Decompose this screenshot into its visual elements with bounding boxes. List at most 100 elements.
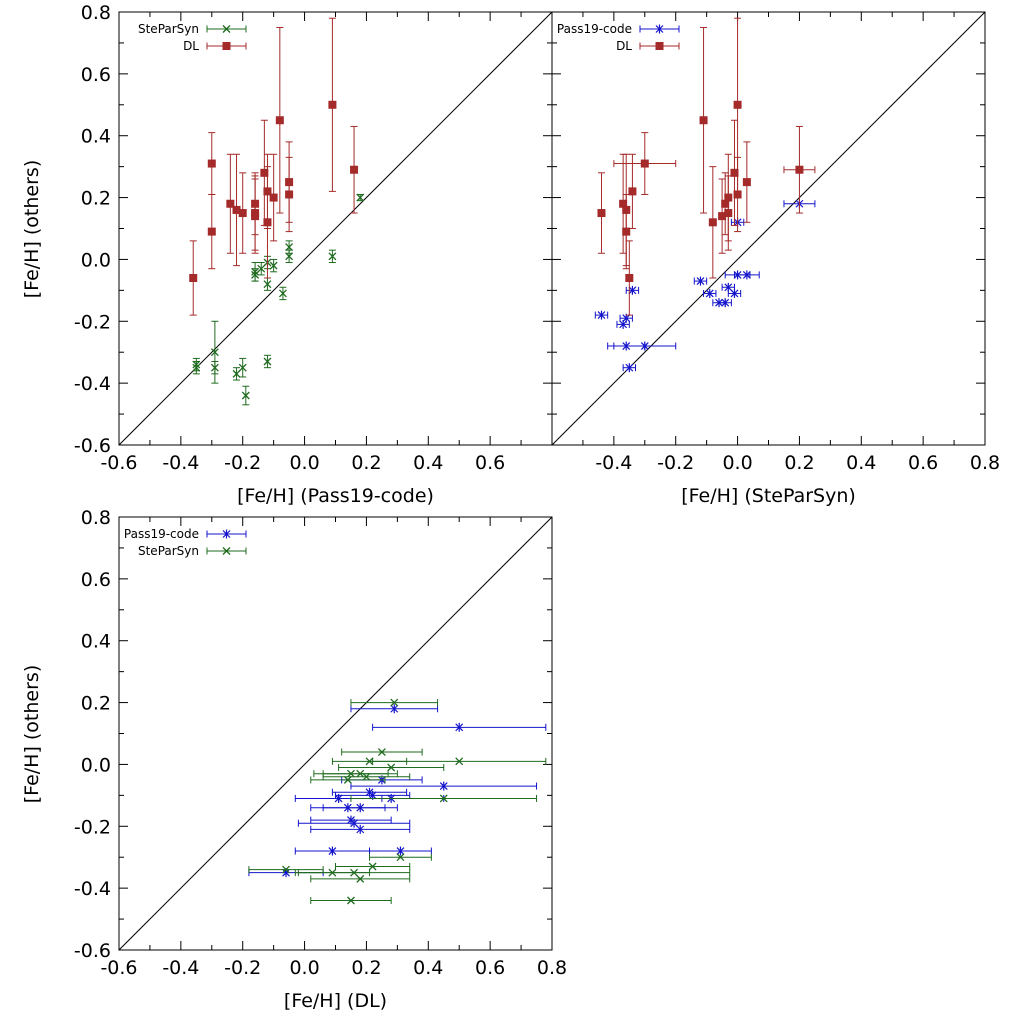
y-tick-label: 0.8 — [81, 507, 111, 529]
chart-panel-1: -0.6 -0.4 -0.2 0.0 0.2 0.4 0.6 -0.6 -0.4 -0.2 0.0 0… — [21, 2, 553, 507]
data-point — [328, 17, 337, 192]
y-tick-label: 0.0 — [81, 754, 111, 776]
legend-marker — [222, 529, 231, 539]
data-point — [622, 363, 637, 373]
point-marker — [439, 794, 448, 803]
data-point — [724, 153, 733, 242]
legend-marker — [222, 547, 231, 555]
y-tick-label: -0.2 — [74, 311, 111, 333]
point-marker — [455, 757, 464, 766]
data-point — [310, 896, 392, 905]
point-marker — [628, 285, 637, 295]
data-area — [119, 517, 552, 950]
data-point — [260, 119, 269, 226]
point-marker — [724, 193, 733, 202]
x-axis-title: [Fe/H] (DL) — [284, 990, 387, 1012]
point-marker — [285, 190, 294, 199]
data-point — [297, 868, 411, 877]
point-marker — [263, 218, 272, 227]
legend-label: Pass19-code — [124, 527, 199, 541]
legend-item: SteParSyn — [138, 22, 247, 36]
data-point — [613, 341, 677, 351]
point-marker — [356, 769, 365, 778]
data-point — [232, 367, 241, 381]
point-marker — [622, 227, 631, 236]
point-marker — [350, 165, 359, 174]
x-tick-label: 0.0 — [289, 957, 319, 979]
point-marker — [350, 818, 358, 828]
series-pass19-code — [594, 199, 816, 373]
x-tick-label: 0.4 — [413, 452, 443, 474]
data-point — [207, 193, 216, 270]
point-marker — [365, 757, 374, 766]
data-point — [238, 172, 247, 254]
chart-panel-3: -0.6 -0.4 -0.2 0.0 0.2 0.4 0.6 0.8 -0.6 -0.4 -0.2 0… — [21, 507, 567, 1012]
x-axis-title: [Fe/H] (SteParSyn) — [681, 485, 856, 507]
point-marker — [455, 722, 464, 732]
data-point — [625, 240, 634, 316]
data-point — [625, 285, 640, 295]
point-marker — [207, 159, 216, 168]
point-marker — [260, 168, 269, 177]
y-tick-label: 0.2 — [81, 188, 111, 210]
data-point — [703, 288, 717, 298]
point-marker — [278, 289, 287, 298]
legend-label: DL — [616, 39, 632, 53]
legend-item: Pass19-code — [557, 22, 680, 36]
y-tick-label: 0.4 — [81, 126, 111, 148]
point-marker — [328, 252, 337, 261]
y-tick-label: -0.6 — [74, 435, 111, 457]
data-point — [693, 276, 708, 286]
x-tick-label: 0.6 — [475, 452, 505, 474]
x-axis-title: [Fe/H] (Pass19-code) — [237, 485, 434, 507]
y-axis-title: [Fe/H] (others) — [21, 665, 43, 803]
legend-marker — [222, 42, 231, 50]
point-marker — [275, 116, 284, 125]
data-point — [622, 193, 631, 270]
data-point — [192, 360, 201, 375]
y-tick-label: 0.6 — [81, 569, 111, 591]
data-point — [269, 258, 278, 273]
point-marker — [263, 280, 272, 289]
data-point — [241, 385, 250, 406]
x-tick-label: 0.8 — [537, 957, 567, 979]
data-point — [248, 865, 324, 874]
x-tick-label: -0.6 — [100, 957, 137, 979]
point-marker — [597, 209, 606, 218]
point-marker — [356, 824, 365, 834]
data-area — [119, 12, 552, 445]
data-point — [207, 132, 216, 195]
data-point — [263, 166, 272, 279]
data-point — [263, 277, 272, 291]
point-marker — [597, 310, 606, 320]
point-marker — [347, 896, 355, 905]
point-marker — [328, 846, 337, 856]
point-marker — [328, 100, 337, 109]
x-tick-label: 0.2 — [351, 452, 381, 474]
data-point — [699, 26, 708, 214]
legend: Pass19-code DL — [557, 22, 680, 53]
point-marker — [350, 868, 359, 877]
y-tick-label: 0.8 — [81, 2, 111, 24]
point-marker — [387, 763, 396, 772]
data-point — [335, 790, 411, 800]
point-marker — [628, 187, 637, 196]
data-point — [269, 153, 278, 242]
legend: SteParSyn DL — [138, 22, 247, 53]
point-marker — [356, 193, 365, 202]
legend-label: SteParSyn — [138, 544, 199, 558]
data-point — [628, 153, 637, 229]
data-point — [310, 874, 411, 883]
x-tick-label: 0.6 — [908, 452, 938, 474]
point-marker — [396, 853, 405, 862]
legend-marker — [222, 25, 231, 33]
x-tick-label: -0.6 — [100, 452, 137, 474]
x-tick-label: -0.4 — [162, 452, 199, 474]
point-marker — [251, 212, 260, 221]
x-tick-label: 0.4 — [846, 452, 876, 474]
point-marker — [263, 357, 272, 366]
data-point — [613, 132, 677, 195]
data-point — [322, 772, 411, 781]
data-point — [275, 26, 284, 214]
